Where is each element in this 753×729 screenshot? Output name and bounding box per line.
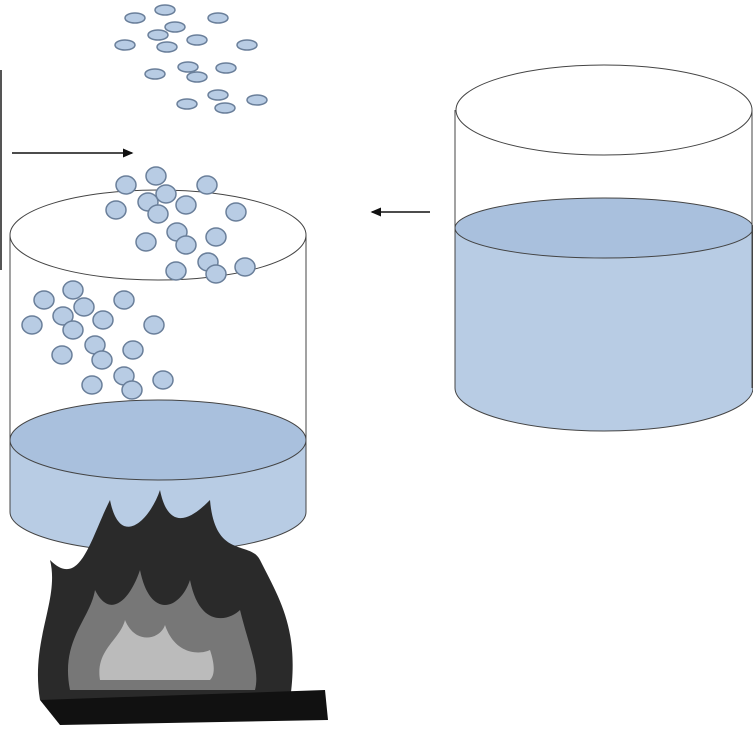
particle [144, 68, 166, 80]
particle [113, 290, 135, 310]
particle [205, 264, 227, 284]
particle [152, 370, 174, 390]
particle [207, 89, 229, 101]
particle [234, 257, 256, 277]
water-surface [9, 399, 307, 481]
particle [81, 375, 103, 395]
particle [236, 39, 258, 51]
particle [147, 204, 169, 224]
particle [124, 12, 146, 24]
water-body [454, 227, 753, 432]
log [40, 690, 328, 725]
particle [175, 195, 197, 215]
particle [176, 98, 198, 110]
particle [147, 29, 169, 41]
flame [99, 620, 214, 680]
particle [164, 21, 186, 33]
particle [92, 310, 114, 330]
particle [62, 280, 84, 300]
particle [225, 202, 247, 222]
particle [115, 175, 137, 195]
particle [186, 34, 208, 46]
particle [155, 184, 177, 204]
particle [135, 232, 157, 252]
particle [205, 227, 227, 247]
particle [175, 235, 197, 255]
water-surface [454, 197, 753, 259]
particle [145, 166, 167, 186]
particle [105, 200, 127, 220]
particle [165, 261, 187, 281]
particle [177, 61, 199, 73]
particle [51, 345, 73, 365]
particle [21, 315, 43, 335]
particle [73, 297, 95, 317]
cool-container [454, 64, 753, 432]
particle [196, 175, 218, 195]
particle [156, 41, 178, 53]
particle [114, 39, 136, 51]
container-rim [455, 64, 753, 156]
particle [143, 315, 165, 335]
particle [122, 340, 144, 360]
fire [37, 490, 328, 725]
particle [186, 71, 208, 83]
particle [62, 320, 84, 340]
particle [246, 94, 268, 106]
particle [33, 290, 55, 310]
particle [121, 380, 143, 400]
particle [215, 62, 237, 74]
particle [214, 102, 236, 114]
particle [154, 4, 176, 16]
particle [207, 12, 229, 24]
particle [91, 350, 113, 370]
particle [52, 306, 74, 326]
